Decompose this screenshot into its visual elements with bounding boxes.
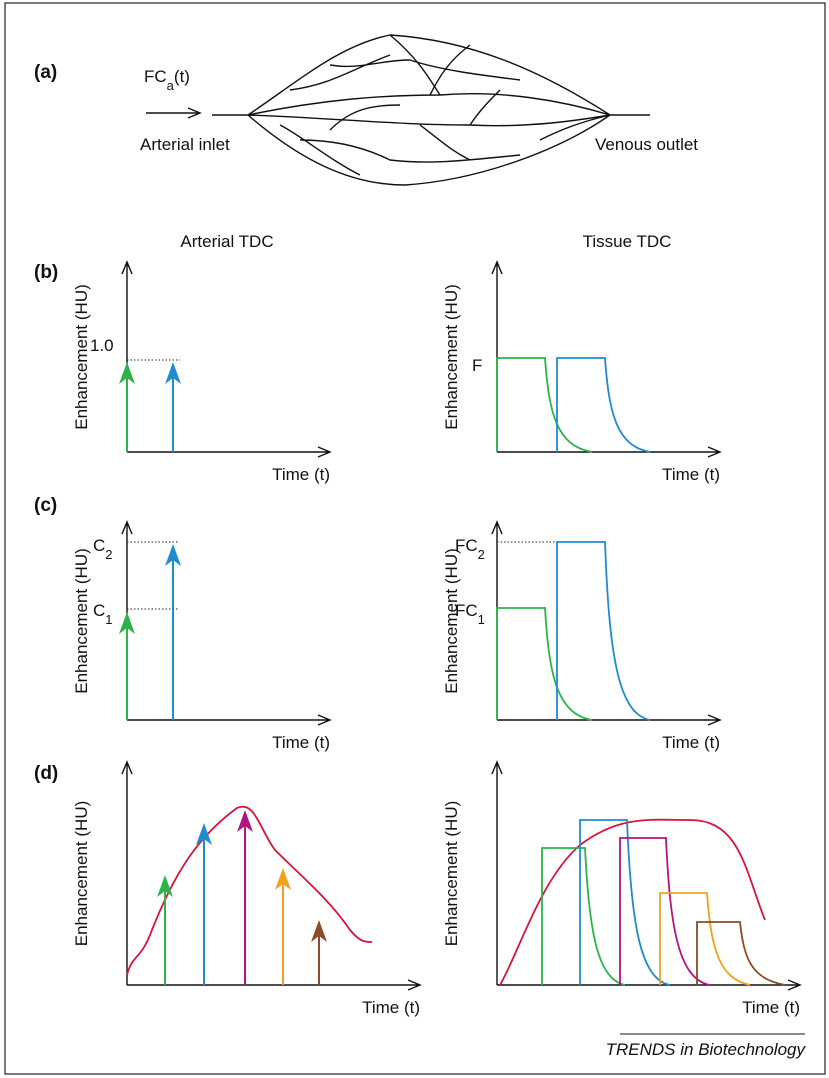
arterial-curve <box>126 805 373 976</box>
tissue-response <box>556 357 651 453</box>
tissue-curve <box>499 818 766 986</box>
y-axis-label: Enhancement (HU) <box>72 548 91 694</box>
shapes <box>146 34 805 1035</box>
tissue-response <box>541 847 626 986</box>
input-label: FCa(t) <box>144 67 190 93</box>
level-sub: 2 <box>478 547 485 562</box>
level-base: FC <box>455 601 478 620</box>
x-axis-label: Time (t) <box>362 998 420 1017</box>
level-label: F <box>472 356 482 375</box>
level-base: C <box>93 601 105 620</box>
tissue-response <box>579 819 671 986</box>
y-axis-label: Enhancement (HU) <box>72 284 91 430</box>
arrow-head <box>311 920 327 942</box>
level-base: C <box>93 536 105 555</box>
y-axis-label: Enhancement (HU) <box>72 801 91 947</box>
level-sub: 2 <box>105 547 112 562</box>
x-axis-label: Time (t) <box>272 733 330 752</box>
arrow-head <box>119 362 135 384</box>
level-label: FC2 <box>455 536 485 562</box>
frame <box>4 2 826 1075</box>
panel-label: (c) <box>34 495 57 516</box>
tissue-response <box>696 921 786 986</box>
level-base: FC <box>455 536 478 555</box>
y-axis-label: Enhancement (HU) <box>442 548 461 694</box>
tissue-response <box>659 892 751 986</box>
input-sub: a <box>167 78 175 93</box>
arrow-head <box>165 362 181 384</box>
level-label: C1 <box>93 601 113 627</box>
x-axis-label: Time (t) <box>662 465 720 484</box>
arrow-head <box>196 823 212 845</box>
x-axis-label: Time (t) <box>742 998 800 1017</box>
level-sub: 1 <box>478 612 485 627</box>
panel-label: (b) <box>34 262 58 283</box>
level-label: 1.0 <box>90 336 114 355</box>
column-title: Tissue TDC <box>583 232 672 251</box>
axes <box>121 260 332 458</box>
axes <box>491 260 722 458</box>
arrow-head <box>275 868 291 890</box>
y-axis-label: Enhancement (HU) <box>442 801 461 947</box>
axes <box>491 760 802 991</box>
x-axis-label: Time (t) <box>272 465 330 484</box>
level-sub: 1 <box>105 612 112 627</box>
level-label: C2 <box>93 536 113 562</box>
tissue-response <box>556 541 651 721</box>
axes <box>121 760 422 991</box>
level-label: FC1 <box>455 601 485 627</box>
arrow-head <box>119 612 135 634</box>
column-title: Arterial TDC <box>180 232 273 251</box>
axes <box>121 520 332 726</box>
arrow-head <box>237 810 253 832</box>
inlet-label: Arterial inlet <box>140 135 230 154</box>
y-axis-label: Enhancement (HU) <box>442 284 461 430</box>
arrow-head <box>157 875 173 897</box>
input-base: FC <box>144 67 167 86</box>
panel-label: (d) <box>34 763 58 784</box>
tissue-response <box>496 607 593 721</box>
panel-label: (a) <box>34 62 57 83</box>
arrow-head <box>165 544 181 566</box>
outlet-label: Venous outlet <box>595 135 698 154</box>
inlet-arrow <box>146 107 202 119</box>
vessel-network <box>212 34 650 186</box>
footer: TRENDS in Biotechnology <box>606 1040 807 1059</box>
tissue-response <box>496 357 593 453</box>
input-suffix: (t) <box>174 67 190 86</box>
x-axis-label: Time (t) <box>662 733 720 752</box>
